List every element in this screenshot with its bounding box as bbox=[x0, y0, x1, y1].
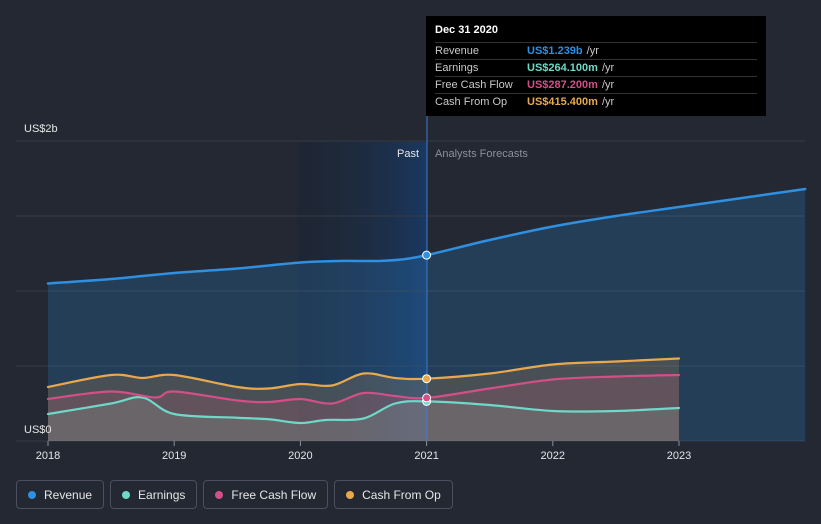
revenue-highlight-point bbox=[422, 250, 432, 260]
cash-from-op-line bbox=[46, 357, 681, 390]
free-cash-flow-dot-icon bbox=[215, 490, 224, 499]
tooltip-date: Dec 31 2020 bbox=[435, 24, 498, 36]
legend-label: Revenue bbox=[44, 487, 93, 502]
highlight-dots bbox=[422, 250, 432, 406]
tooltip: Dec 31 2020 Revenue US$1.239b /yr Earnin… bbox=[426, 16, 766, 116]
legend-item-free-cash-flow[interactable]: Free Cash Flow bbox=[203, 480, 329, 509]
legend-label: Earnings bbox=[138, 487, 186, 502]
legend-label: Cash From Op bbox=[362, 487, 441, 502]
cash-from-op-dot-icon bbox=[346, 490, 355, 499]
tooltip-row-earnings: Earnings US$264.100m /yr bbox=[435, 59, 757, 76]
free-cash-flow-highlight-point bbox=[422, 393, 432, 403]
y-axis-bottom-label: US$0 bbox=[24, 424, 52, 436]
cash-from-op-highlight-point bbox=[422, 374, 432, 384]
legend: Revenue Earnings Free Cash Flow Cash Fro… bbox=[16, 480, 453, 509]
legend-label: Free Cash Flow bbox=[231, 487, 317, 502]
revenue-dot-icon bbox=[28, 490, 36, 499]
x-tick-label-2023: 2023 bbox=[667, 450, 691, 462]
legend-item-revenue[interactable]: Revenue bbox=[16, 480, 105, 509]
x-tick-label-2020: 2020 bbox=[288, 450, 312, 462]
tooltip-label: Revenue bbox=[435, 45, 480, 57]
tooltip-unit: /yr bbox=[601, 79, 615, 91]
tooltip-row-revenue: Revenue US$1.239b /yr bbox=[435, 42, 757, 59]
forecast-label: Analysts Forecasts bbox=[435, 148, 528, 160]
cash-from-op-area bbox=[48, 358, 679, 441]
tooltip-label: Cash From Op bbox=[435, 96, 508, 108]
tooltip-value: US$264.100m bbox=[527, 62, 598, 74]
tooltip-unit: /yr bbox=[601, 96, 615, 108]
tooltip-value: US$415.400m bbox=[527, 96, 598, 108]
past-label: Past bbox=[397, 148, 419, 160]
x-tick-label-2019: 2019 bbox=[162, 450, 186, 462]
legend-item-cash-from-op[interactable]: Cash From Op bbox=[334, 480, 453, 509]
free-cash-flow-area bbox=[48, 375, 679, 441]
series-lines bbox=[46, 187, 807, 425]
legend-item-earnings[interactable]: Earnings bbox=[110, 480, 198, 509]
x-tick-label-2022: 2022 bbox=[541, 450, 565, 462]
tooltip-row-cash-from-op: Cash From Op US$415.400m /yr bbox=[435, 93, 757, 110]
gridlines bbox=[16, 140, 805, 442]
tooltip-row-free-cash-flow: Free Cash Flow US$287.200m /yr bbox=[435, 76, 757, 93]
tooltip-label: Free Cash Flow bbox=[435, 79, 513, 91]
tooltip-value: US$287.200m bbox=[527, 79, 598, 91]
tooltip-label: Earnings bbox=[435, 62, 479, 74]
tooltip-unit: /yr bbox=[586, 45, 599, 57]
y-axis-top-label: US$2b bbox=[24, 123, 58, 135]
tooltip-unit: /yr bbox=[601, 62, 615, 74]
revenue-line bbox=[46, 187, 807, 285]
earnings-line bbox=[46, 396, 681, 425]
x-axis-ticks: 2018 2019 2020 2021 2022 2023 bbox=[36, 441, 691, 462]
x-tick-label-2018: 2018 bbox=[36, 450, 60, 462]
earnings-dot-icon bbox=[122, 490, 131, 499]
x-tick-label-2021: 2021 bbox=[414, 450, 438, 462]
free-cash-flow-line bbox=[46, 373, 681, 405]
tooltip-value: US$1.239b bbox=[527, 45, 583, 57]
